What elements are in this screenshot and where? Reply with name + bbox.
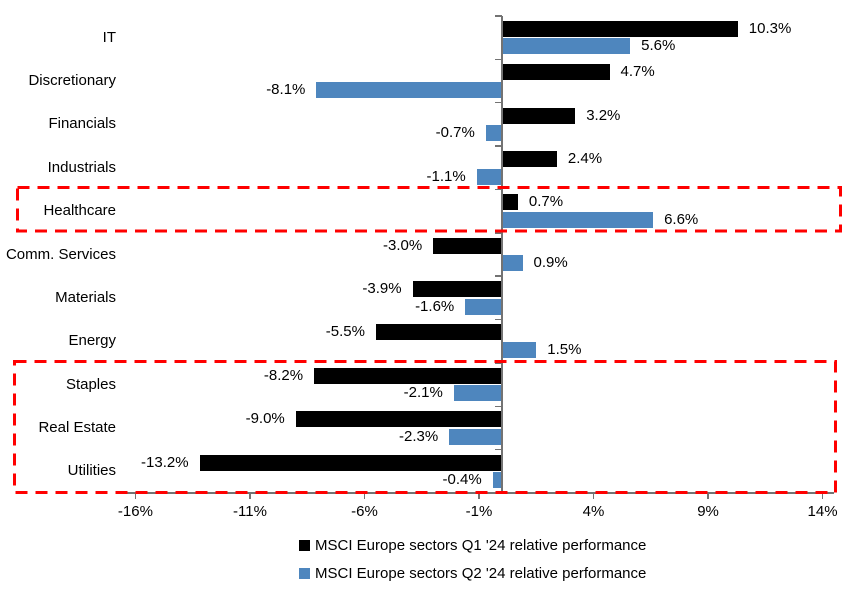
value-label: 6.6%	[664, 210, 699, 228]
y-axis-tick	[494, 232, 502, 234]
x-axis-tick	[592, 493, 595, 499]
bar-q2	[316, 81, 502, 98]
value-label: -13.2%	[141, 453, 189, 471]
y-axis-tick	[494, 145, 502, 147]
x-axis-tick-label: -16%	[117, 503, 153, 520]
bar-q1	[314, 367, 502, 384]
y-axis-tick	[494, 58, 502, 61]
bar-q1	[501, 194, 518, 211]
x-axis-tick-label: -1%	[465, 503, 493, 520]
value-label: -9.0%	[245, 410, 285, 428]
x-axis-tick	[134, 493, 137, 499]
value-label: -2.1%	[403, 384, 443, 402]
x-axis-tick	[707, 493, 709, 499]
x-axis-tick	[821, 493, 824, 499]
q2-legend-swatch	[299, 568, 310, 579]
value-label: 0.9%	[533, 254, 568, 272]
x-axis-tick-label: 9%	[697, 503, 719, 520]
value-label: -8.2%	[263, 366, 304, 384]
legend-item-q1: MSCI Europe sectors Q1 '24 relative perf…	[299, 537, 646, 554]
x-axis-tick	[249, 493, 251, 499]
y-axis-line	[501, 16, 503, 493]
x-axis-tick	[478, 493, 480, 499]
category-label: Materials	[55, 288, 116, 306]
bar-q1	[501, 64, 610, 81]
category-label: Industrials	[47, 158, 116, 176]
value-label: -0.4%	[442, 471, 482, 489]
x-axis-tick-label: 4%	[582, 503, 605, 520]
x-axis-tick-label: 14%	[807, 503, 838, 520]
category-label: Healthcare	[43, 202, 116, 220]
value-label: -1.6%	[415, 297, 455, 315]
y-axis-tick	[494, 275, 502, 277]
value-label: -8.1%	[266, 80, 306, 98]
bar-q1	[433, 237, 502, 254]
bar-q1	[501, 151, 557, 168]
bar-q2	[501, 255, 523, 272]
bar-q1	[375, 324, 502, 341]
value-label: -3.0%	[383, 236, 423, 254]
category-label: Comm. Services	[5, 245, 116, 263]
value-label: 1.5%	[547, 340, 582, 358]
bar-q2	[501, 211, 654, 228]
bar-q2	[449, 428, 502, 445]
value-label: 4.7%	[620, 63, 655, 81]
x-axis-tick-label: -6%	[351, 503, 378, 520]
x-axis-line	[124, 492, 834, 494]
bar-q1	[412, 281, 502, 298]
value-label: 2.4%	[567, 150, 603, 168]
value-label: -2.3%	[399, 427, 439, 445]
value-label: 5.6%	[641, 37, 676, 55]
value-label: -3.9%	[362, 280, 402, 298]
value-label: -1.1%	[426, 167, 466, 185]
value-label: 10.3%	[748, 19, 792, 37]
x-axis-tick	[363, 493, 366, 499]
highlight-box-healthcare	[16, 186, 842, 233]
bar-q2	[465, 298, 502, 315]
value-label: -5.5%	[325, 323, 365, 341]
category-label: Discretionary	[28, 72, 116, 90]
bar-q2	[501, 341, 537, 358]
x-axis-tick-label: -11%	[233, 503, 267, 520]
bar-q1	[199, 454, 502, 471]
q1-legend-label: MSCI Europe sectors Q1 '24 relative perf…	[315, 537, 647, 554]
category-label: Financials	[48, 115, 116, 133]
value-label: -0.7%	[435, 124, 475, 142]
q2-legend-label: MSCI Europe sectors Q2 '24 relative perf…	[315, 565, 647, 582]
category-label: Energy	[68, 332, 116, 350]
bar-q2	[485, 125, 502, 142]
value-label: 0.7%	[528, 193, 564, 211]
bar-q2	[501, 38, 631, 55]
legend: MSCI Europe sectors Q1 '24 relative perf…	[299, 537, 646, 593]
category-label: Real Estate	[38, 418, 116, 436]
legend-item-q2: MSCI Europe sectors Q2 '24 relative perf…	[299, 565, 646, 582]
value-label: 3.2%	[586, 106, 621, 124]
category-label: IT	[102, 28, 116, 46]
bar-q1	[501, 107, 576, 124]
y-axis-tick	[494, 101, 502, 104]
q1-legend-swatch	[299, 540, 310, 551]
bar-q1	[501, 20, 738, 37]
category-label: Staples	[65, 375, 116, 393]
y-axis-tick	[494, 318, 502, 321]
bar-q2	[476, 168, 502, 185]
bar-q2	[453, 385, 502, 402]
bar-q1	[295, 411, 502, 428]
y-axis-tick	[494, 15, 502, 17]
